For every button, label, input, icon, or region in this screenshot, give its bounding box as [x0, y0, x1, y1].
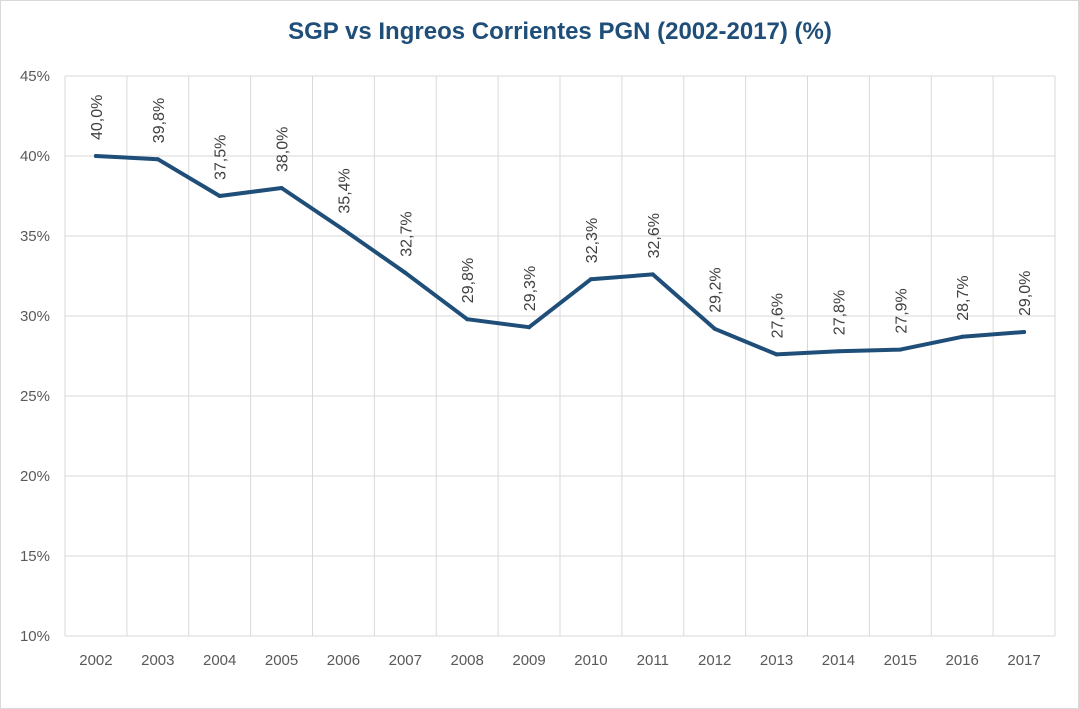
data-label: 38,0%	[275, 127, 292, 172]
x-tick-label: 2007	[389, 652, 422, 669]
x-tick-label: 2016	[946, 652, 979, 669]
data-point	[1022, 330, 1027, 334]
data-label: 39,8%	[151, 98, 168, 143]
y-tick-label: 35%	[20, 228, 50, 245]
data-point	[712, 326, 717, 331]
data-label: 35,4%	[336, 168, 353, 213]
y-tick-label: 45%	[20, 68, 50, 85]
x-axis: 2002 2003 2004 2005 2006 2007 2008 2009 2010 2011…	[79, 652, 1041, 669]
data-point	[93, 154, 98, 158]
x-tick-label: 2010	[574, 652, 607, 669]
data-point	[898, 347, 903, 352]
data-point	[403, 270, 408, 275]
x-tick-label: 2012	[698, 652, 731, 669]
y-axis: 10% 15% 20% 25% 30% 35% 40% 45%	[20, 68, 50, 645]
y-tick-label: 20%	[20, 468, 50, 485]
data-point	[774, 352, 779, 357]
x-tick-label: 2003	[141, 652, 174, 669]
y-tick-label: 10%	[20, 628, 50, 645]
data-label: 28,7%	[955, 275, 972, 320]
x-tick-label: 2009	[512, 652, 545, 669]
y-tick-label: 30%	[20, 308, 50, 325]
x-tick-label: 2015	[884, 652, 917, 669]
data-label: 37,5%	[213, 135, 230, 180]
data-point	[217, 194, 222, 198]
data-point	[527, 325, 532, 330]
data-point	[465, 317, 470, 322]
data-labels: 40,0% 39,8% 37,5% 38,0% 35,4% 32,7% 29,8% 29,3%…	[89, 95, 1034, 339]
data-label: 29,8%	[460, 258, 477, 303]
data-label: 27,8%	[831, 290, 848, 335]
data-point	[279, 186, 284, 190]
y-tick-label: 25%	[20, 388, 50, 405]
data-label: 32,7%	[398, 211, 415, 256]
chart-title: SGP vs Ingreos Corrientes PGN (2002-2017…	[288, 18, 832, 45]
x-tick-label: 2011	[637, 652, 669, 669]
x-tick-label: 2002	[79, 652, 112, 669]
series	[93, 154, 1027, 357]
data-point	[155, 157, 160, 162]
data-label: 29,0%	[1017, 271, 1034, 316]
x-tick-label: 2005	[265, 652, 298, 669]
x-tick-label: 2008	[451, 652, 484, 669]
data-label: 40,0%	[89, 95, 106, 140]
data-point	[836, 349, 841, 354]
x-tick-label: 2004	[203, 652, 236, 669]
y-tick-label: 15%	[20, 548, 50, 565]
data-label: 29,2%	[708, 267, 725, 312]
data-label: 32,6%	[646, 213, 663, 258]
data-point	[960, 334, 965, 339]
data-label: 32,3%	[584, 218, 601, 263]
data-label: 27,9%	[893, 288, 910, 333]
data-point	[650, 272, 655, 277]
data-label: 27,6%	[770, 293, 787, 338]
data-label: 29,3%	[522, 266, 539, 311]
x-tick-label: 2017	[1007, 652, 1040, 669]
x-tick-label: 2006	[327, 652, 360, 669]
x-tick-label: 2013	[760, 652, 793, 669]
y-tick-label: 40%	[20, 148, 50, 165]
grid	[64, 75, 1056, 637]
data-point	[341, 227, 346, 232]
data-point	[588, 277, 593, 282]
x-tick-label: 2014	[822, 652, 855, 669]
series-line	[93, 154, 1027, 357]
